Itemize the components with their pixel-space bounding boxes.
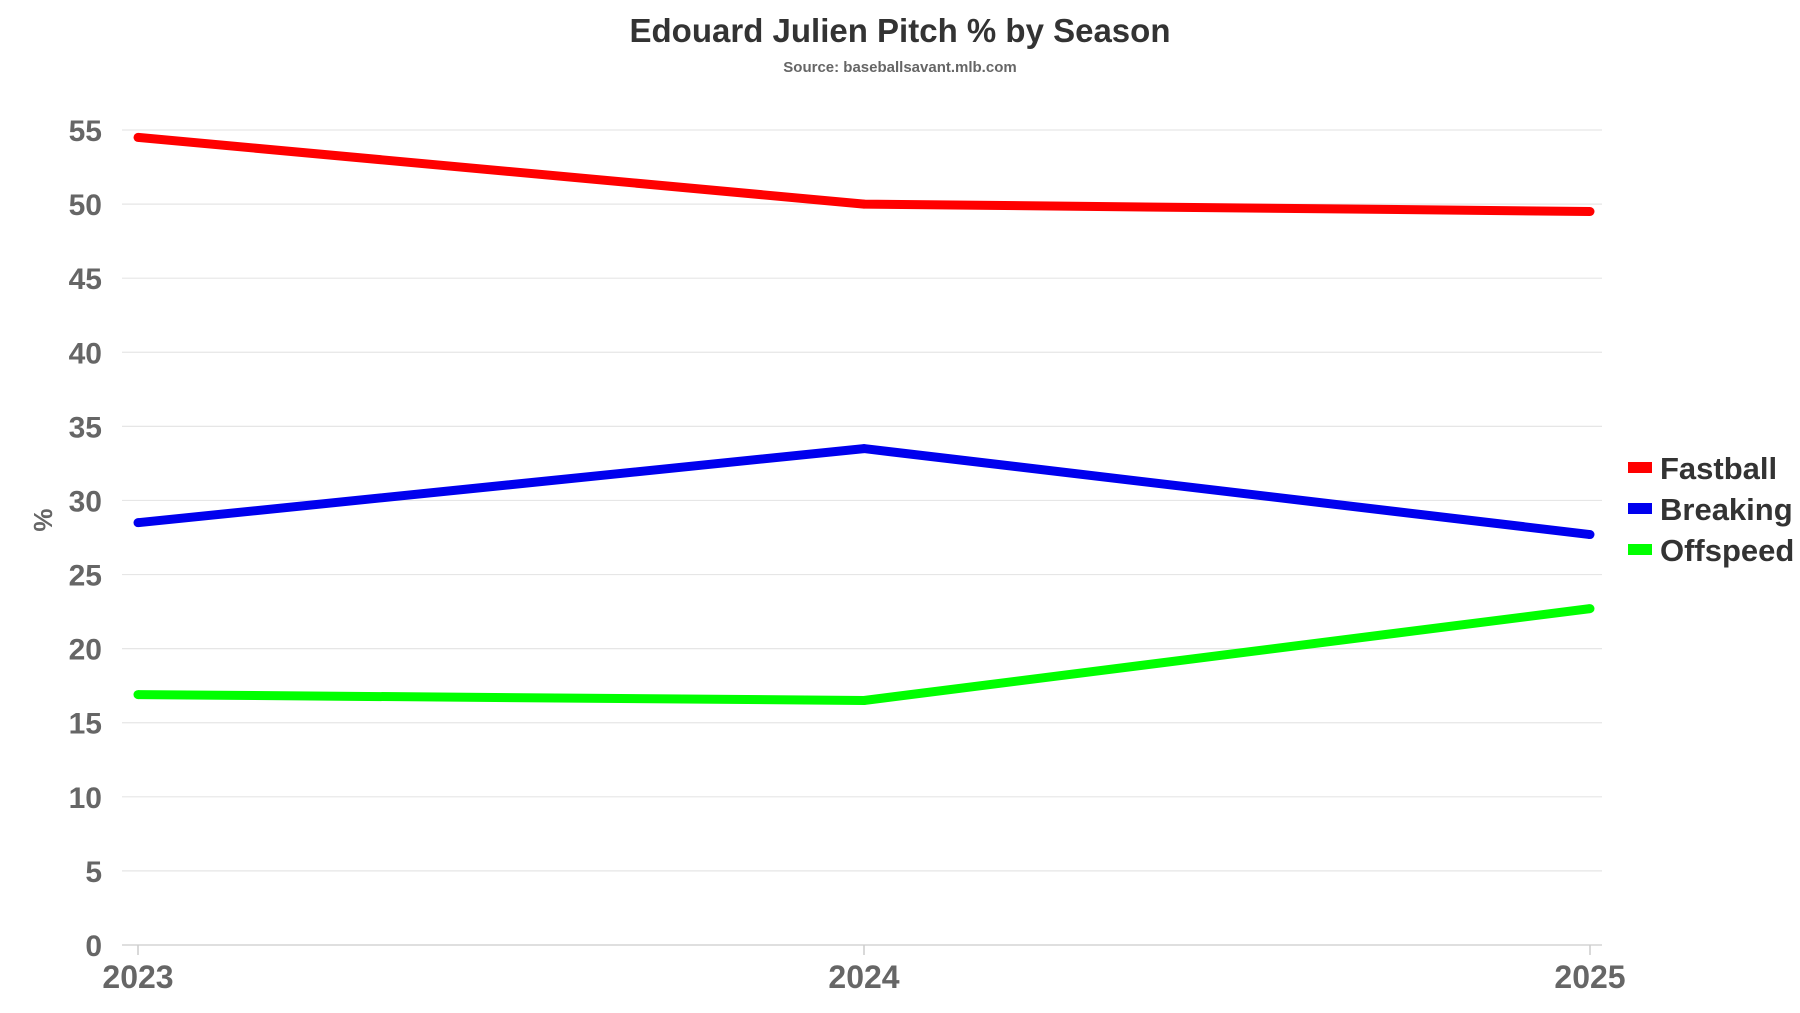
y-tick-label: 20: [69, 634, 102, 667]
y-tick-label: 10: [69, 782, 102, 815]
data-point-fastball: [859, 199, 869, 209]
data-point-breaking: [859, 444, 869, 454]
y-tick-label: 5: [85, 856, 102, 889]
y-tick-label: 55: [69, 115, 102, 148]
legend-label-offspeed: Offspeed: [1660, 533, 1794, 568]
y-tick-label: 50: [69, 189, 102, 222]
x-tick-label: 2024: [828, 959, 899, 995]
series-lines: [133, 132, 1595, 705]
data-point-offspeed: [1585, 604, 1595, 614]
data-point-breaking: [133, 518, 143, 528]
series-line-offspeed: [137, 604, 1591, 705]
legend-label-breaking: Breaking: [1660, 492, 1793, 527]
data-point-fastball: [1585, 207, 1595, 216]
series-line-breaking: [137, 444, 1591, 540]
data-point-offspeed: [133, 690, 143, 700]
y-tick-label: 40: [69, 337, 102, 370]
y-axis-label: %: [28, 508, 58, 531]
x-tick-label: 2025: [1554, 959, 1625, 995]
chart-subtitle: Source: baseballsavant.mlb.com: [783, 59, 1017, 76]
data-point-fastball: [133, 132, 143, 142]
y-tick-label: 25: [69, 560, 102, 593]
y-tick-label: 35: [69, 411, 102, 444]
data-point-breaking: [1585, 530, 1595, 540]
y-tick-label: 30: [69, 485, 102, 518]
data-point-offspeed: [859, 696, 869, 705]
chart-title: Edouard Julien Pitch % by Season: [629, 12, 1171, 49]
x-tick-label: 2023: [102, 959, 173, 995]
y-tick-label: 15: [69, 708, 102, 741]
legend-swatch-offspeed: [1628, 544, 1652, 555]
y-tick-label: 45: [69, 263, 102, 296]
legend-label-fastball: Fastball: [1660, 451, 1777, 486]
y-tick-label: 0: [85, 930, 102, 963]
legend: Fastball Breaking Offspeed: [1628, 451, 1794, 568]
gridlines: [122, 129, 1602, 946]
legend-swatch-fastball: [1628, 462, 1652, 473]
legend-swatch-breaking: [1628, 503, 1652, 514]
